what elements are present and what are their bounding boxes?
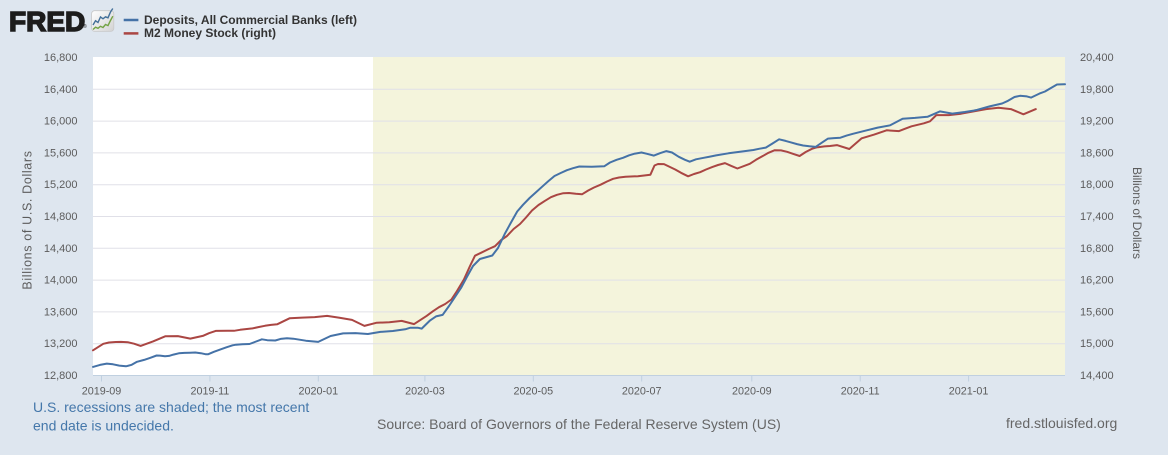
svg-text:15,600: 15,600 [44,147,78,159]
svg-text:2019-09: 2019-09 [82,386,122,398]
svg-text:15,000: 15,000 [1080,338,1114,350]
svg-text:U.S. recessions are shaded; th: U.S. recessions are shaded; the most rec… [33,399,309,415]
svg-text:16,200: 16,200 [1080,275,1114,287]
svg-text:17,400: 17,400 [1080,211,1114,223]
svg-text:2019-11: 2019-11 [190,386,229,398]
svg-text:16,800: 16,800 [44,52,78,64]
svg-text:Source: Board of Governors of: Source: Board of Governors of the Federa… [377,416,781,432]
svg-text:2020-11: 2020-11 [841,386,880,398]
svg-text:2020-01: 2020-01 [298,386,338,398]
svg-text:2021-01: 2021-01 [949,386,989,398]
svg-text:2020-05: 2020-05 [513,386,553,398]
svg-text:15,600: 15,600 [1080,306,1114,318]
svg-text:15,200: 15,200 [44,179,78,191]
svg-text:19,800: 19,800 [1080,84,1114,96]
svg-text:14,400: 14,400 [44,243,78,255]
svg-text:end date is undecided.: end date is undecided. [33,418,174,434]
svg-text:19,200: 19,200 [1080,116,1114,128]
svg-text:14,000: 14,000 [44,275,78,287]
svg-text:18,000: 18,000 [1080,179,1114,191]
svg-text:2020-03: 2020-03 [405,386,445,398]
svg-text:13,200: 13,200 [44,338,78,350]
svg-text:2020-07: 2020-07 [622,386,662,398]
svg-text:20,400: 20,400 [1080,52,1114,64]
svg-text:Billions of Dollars: Billions of Dollars [1130,167,1144,259]
svg-text:®: ® [83,23,87,30]
svg-text:16,400: 16,400 [44,84,78,96]
svg-text:14,800: 14,800 [44,211,78,223]
svg-text:2020-09: 2020-09 [732,386,772,398]
svg-text:Deposits, All Commercial Banks: Deposits, All Commercial Banks (left) [144,13,357,27]
svg-text:18,600: 18,600 [1080,147,1114,159]
svg-text:Billions of U.S. Dollars: Billions of U.S. Dollars [21,150,35,289]
svg-text:14,400: 14,400 [1080,370,1114,382]
svg-text:16,800: 16,800 [1080,243,1114,255]
svg-text:FRED: FRED [9,6,85,37]
svg-text:12,800: 12,800 [44,370,78,382]
svg-text:13,600: 13,600 [44,306,78,318]
svg-text:16,000: 16,000 [44,116,78,128]
svg-text:fred.stlouisfed.org: fred.stlouisfed.org [1006,415,1117,431]
svg-text:M2 Money Stock (right): M2 Money Stock (right) [144,26,276,40]
